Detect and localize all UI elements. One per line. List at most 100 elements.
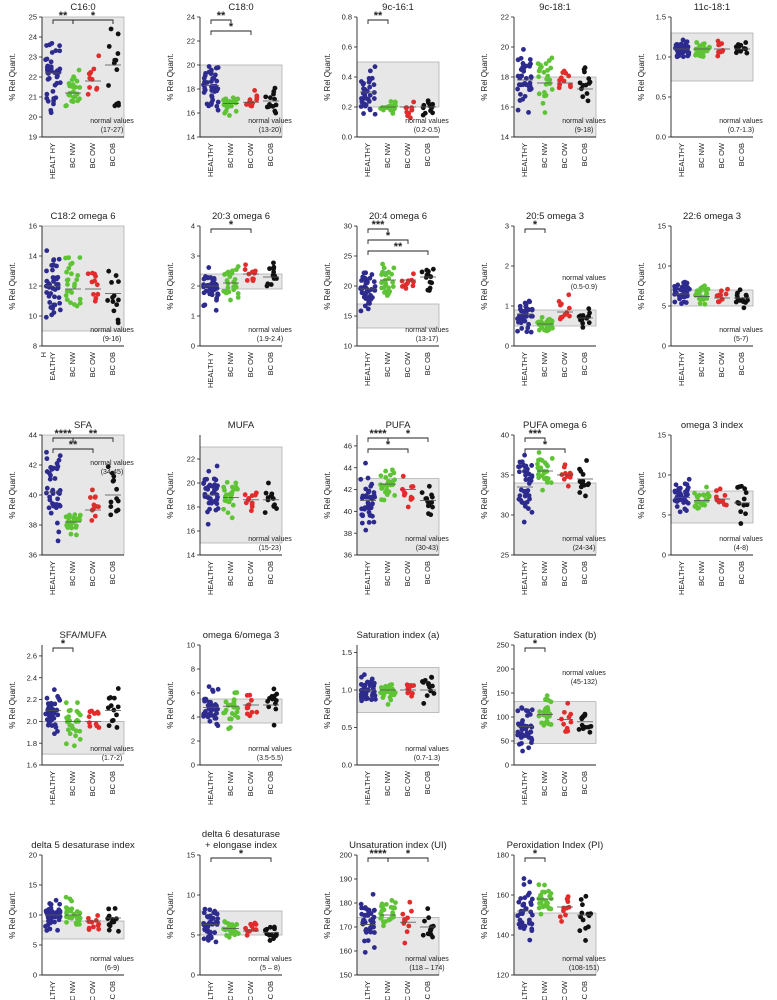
data-point-bc-ob: [577, 928, 583, 934]
y-tick-label: 200: [339, 851, 352, 860]
data-point-bc-ob: [584, 91, 590, 96]
data-point-healthy: [371, 519, 377, 525]
data-point-healthy: [209, 281, 215, 287]
y-tick-label: 2: [191, 282, 195, 291]
data-point-bc-ob: [738, 48, 744, 54]
data-point-healthy: [371, 82, 377, 88]
significance-label: **: [59, 10, 68, 22]
data-point-bc-nw: [536, 896, 542, 901]
data-point-bc-ob: [733, 299, 739, 305]
data-point-healthy: [57, 307, 63, 313]
data-point-bc-nw: [540, 889, 545, 895]
data-point-bc-ob: [425, 503, 431, 509]
data-point-bc-ob: [273, 706, 279, 712]
y-tick-label: 23: [29, 53, 37, 62]
data-point-healthy: [519, 499, 525, 505]
data-point-bc-ob: [578, 313, 583, 319]
normal-values-label: (9-16): [103, 336, 122, 343]
data-point-healthy: [50, 501, 55, 506]
x-tick-label: BC NW: [383, 142, 392, 168]
data-point-bc-ow: [87, 709, 93, 715]
data-point-bc-ob: [431, 691, 437, 696]
data-point-bc-nw: [705, 286, 711, 292]
data-point-bc-nw: [390, 279, 396, 285]
normal-values-label: (0.7-1.3): [414, 755, 440, 762]
data-point-healthy: [54, 502, 60, 507]
significance-bracket: [367, 239, 409, 244]
data-point-bc-nw: [77, 728, 83, 734]
data-point-healthy: [56, 696, 62, 702]
data-point-bc-ow: [86, 71, 92, 77]
normal-values-label: (30-43): [416, 545, 439, 552]
data-point-bc-nw: [228, 725, 233, 730]
data-point-bc-ow: [725, 286, 730, 292]
y-tick-label: 16: [187, 109, 195, 118]
panel-title: SFA/MUFA: [60, 630, 108, 641]
data-point-healthy: [202, 73, 208, 79]
x-tick-label: H: [39, 352, 48, 357]
data-point-healthy: [515, 732, 521, 738]
data-point-bc-ow: [90, 270, 95, 276]
data-point-bc-ob: [114, 916, 119, 922]
data-point-healthy: [44, 268, 49, 274]
data-point-bc-ow: [561, 78, 567, 84]
data-point-healthy: [522, 300, 528, 306]
data-point-bc-ow: [564, 896, 570, 902]
data-point-healthy: [370, 891, 376, 897]
data-point-healthy: [517, 464, 523, 469]
data-point-bc-nw: [707, 44, 712, 50]
x-tick-label: HEALTHY: [363, 981, 372, 1000]
data-point-bc-ob: [583, 493, 588, 499]
normal-values-label: normal values: [405, 746, 449, 753]
data-point-bc-nw: [77, 96, 82, 102]
x-tick-label: HEALTHY: [520, 143, 529, 177]
data-point-bc-ow: [567, 313, 572, 319]
data-point-healthy: [215, 916, 221, 922]
y-tick-label: 5: [662, 302, 666, 311]
data-point-bc-nw: [229, 492, 235, 497]
y-tick-label: 16: [29, 222, 37, 231]
data-point-healthy: [515, 316, 520, 322]
data-point-bc-nw: [232, 928, 238, 934]
data-point-bc-ow: [558, 302, 563, 308]
y-tick-label: 2.0: [27, 717, 37, 726]
data-point-healthy: [49, 50, 55, 55]
significance-label: *: [239, 848, 244, 860]
data-point-bc-ob: [420, 932, 426, 938]
data-point-healthy: [362, 684, 367, 690]
data-point-healthy: [201, 910, 207, 916]
data-point-bc-ow: [562, 462, 568, 468]
data-point-healthy: [205, 914, 211, 920]
y-axis-title: % Rel Quant.: [166, 891, 175, 939]
data-point-healthy: [521, 876, 527, 881]
data-point-healthy: [372, 111, 378, 117]
x-tick-label: BC OW: [560, 770, 569, 796]
panel-title: delta 5 desaturase index: [31, 840, 135, 851]
data-point-healthy: [371, 683, 377, 689]
data-point-bc-nw: [547, 893, 552, 899]
y-tick-label: 2.6: [27, 652, 37, 661]
normal-values-label: normal values: [248, 327, 292, 334]
data-point-bc-ow: [558, 315, 564, 320]
data-point-healthy: [684, 508, 689, 513]
panel-sfa-mufa: 1.6 1.8 2.0 2.2 2.4 2.6 % Rel Quant. SFA/MUFA HE…: [8, 630, 134, 805]
data-point-healthy: [55, 496, 61, 502]
data-point-bc-ow: [410, 283, 416, 289]
y-tick-label: 0: [505, 761, 509, 770]
data-point-healthy: [206, 69, 212, 75]
y-tick-label: 10: [658, 262, 666, 271]
data-point-healthy: [207, 482, 213, 488]
data-point-bc-ob: [106, 83, 111, 88]
data-point-healthy: [52, 919, 57, 925]
data-point-bc-nw: [235, 931, 241, 936]
significance-label: *: [229, 219, 234, 231]
normal-values-label: normal values: [562, 275, 606, 282]
normal-values-label: normal values: [562, 670, 606, 677]
x-tick-label: BC OB: [108, 352, 117, 375]
data-point-bc-ob: [263, 490, 269, 496]
data-point-healthy: [527, 57, 533, 62]
data-point-bc-nw: [66, 714, 72, 720]
data-point-bc-nw: [700, 54, 706, 59]
data-point-bc-nw: [226, 289, 232, 295]
data-point-bc-ow: [244, 278, 250, 283]
